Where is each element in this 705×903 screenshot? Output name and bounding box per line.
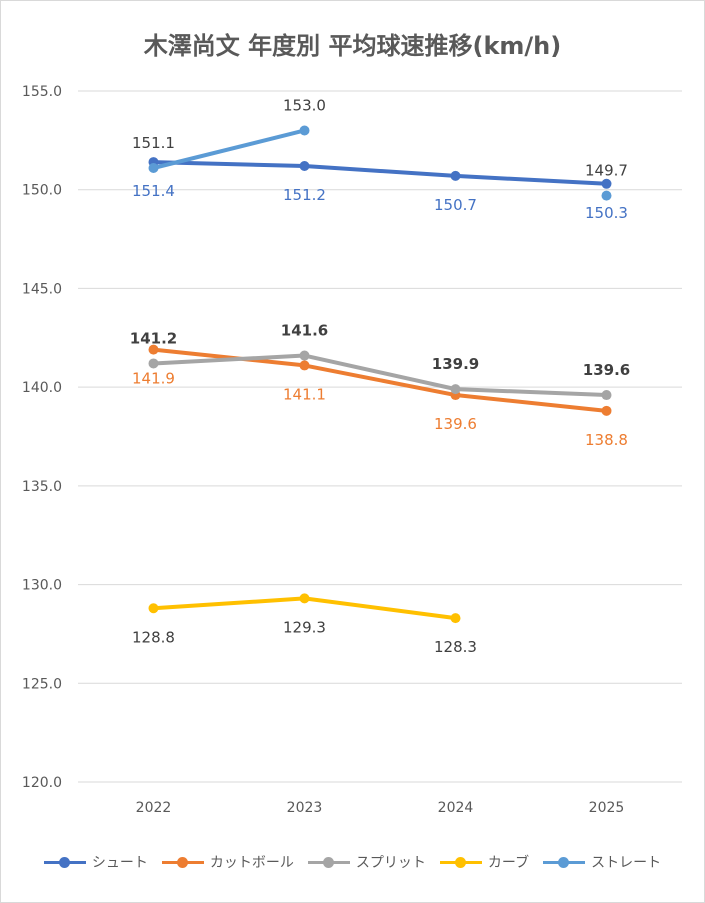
data-point <box>299 125 310 136</box>
data-label: 128.8 <box>132 628 175 646</box>
data-point <box>299 360 310 371</box>
data-point <box>148 603 159 614</box>
data-label: 129.3 <box>283 618 326 636</box>
x-tick-label: 2024 <box>438 800 474 816</box>
y-tick-label: 145.0 <box>22 281 62 297</box>
x-tick-label: 2022 <box>136 800 172 816</box>
legend-item: カーブ <box>439 852 530 872</box>
data-point <box>299 593 310 604</box>
data-point <box>601 190 612 201</box>
x-tick-label: 2025 <box>589 800 625 816</box>
legend-line-marker <box>307 857 350 868</box>
data-label: 150.7 <box>434 196 477 214</box>
y-tick-label: 135.0 <box>22 479 62 495</box>
data-point <box>299 350 310 361</box>
legend-label: ストレート <box>591 855 662 871</box>
data-label: 141.6 <box>281 322 328 340</box>
data-label: 151.2 <box>283 186 326 204</box>
legend-item: シュート <box>43 852 148 872</box>
y-tick-label: 150.0 <box>22 183 62 199</box>
legend-line-marker <box>543 857 586 868</box>
legend-label: カーブ <box>487 855 530 871</box>
data-point <box>148 344 159 355</box>
data-point <box>450 613 461 624</box>
legend-line-marker <box>161 857 204 868</box>
series-line-4 <box>151 128 307 170</box>
data-label: 153.0 <box>283 96 326 114</box>
data-label: 141.1 <box>283 385 326 403</box>
data-point <box>450 170 461 181</box>
data-label: 149.7 <box>585 162 628 180</box>
legend-line-marker <box>439 857 482 868</box>
chart-title: 木澤尚文 年度別 平均球速推移(km/h) <box>143 32 562 60</box>
data-point <box>299 161 310 172</box>
legend-line-marker <box>43 857 86 868</box>
data-label: 139.6 <box>434 415 477 433</box>
data-label: 150.3 <box>585 204 628 222</box>
data-label: 151.4 <box>132 182 175 200</box>
data-label: 141.9 <box>132 370 175 388</box>
data-label: 128.3 <box>434 638 477 656</box>
legend-item: ストレート <box>543 852 661 872</box>
y-tick-label: 140.0 <box>22 380 62 396</box>
y-tick-label: 125.0 <box>22 676 62 692</box>
y-tick-label: 120.0 <box>22 775 62 791</box>
data-label: 141.2 <box>130 329 177 347</box>
legend-label: スプリット <box>355 855 426 871</box>
legend-label: カットボール <box>209 855 294 871</box>
data-point <box>601 178 612 189</box>
legend-item: カットボール <box>161 852 294 872</box>
legend: シュート カットボール スプリット カーブ ストレート <box>0 852 705 872</box>
series-line-0 <box>151 160 609 186</box>
series-line-2 <box>151 353 609 398</box>
data-point <box>148 162 159 173</box>
y-tick-label: 155.0 <box>22 84 62 100</box>
data-label: 139.9 <box>432 355 479 373</box>
data-label: 139.6 <box>583 361 630 379</box>
data-point <box>601 390 612 401</box>
data-label: 138.8 <box>585 431 628 449</box>
legend-item: スプリット <box>307 852 426 872</box>
legend-label: シュート <box>91 855 148 871</box>
data-point <box>601 405 612 416</box>
data-point <box>148 358 159 369</box>
data-point <box>450 384 461 395</box>
data-label: 151.1 <box>132 134 175 152</box>
x-tick-label: 2023 <box>287 800 323 816</box>
y-tick-label: 130.0 <box>22 578 62 594</box>
